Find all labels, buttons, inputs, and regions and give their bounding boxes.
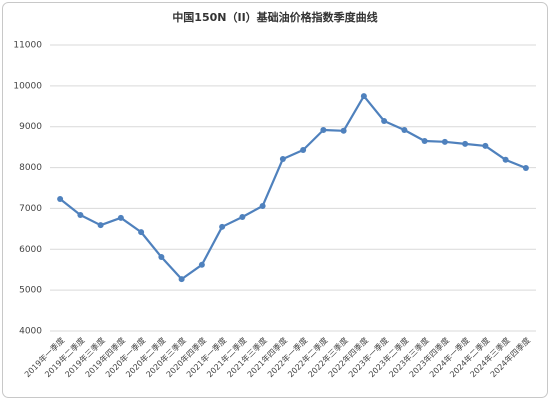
data-point: [522, 164, 529, 171]
data-point: [219, 223, 226, 230]
data-point: [482, 142, 489, 149]
data-point: [401, 126, 408, 133]
data-point: [441, 138, 448, 145]
data-point: [158, 254, 165, 261]
chart-title: 中国150N（II）基础油价格指数季度曲线: [172, 10, 377, 24]
data-point: [502, 156, 509, 163]
y-tick-label: 4000: [19, 327, 42, 337]
y-tick-label: 8000: [19, 163, 42, 173]
data-point: [259, 202, 266, 209]
y-tick-label: 6000: [19, 245, 42, 255]
data-point: [138, 229, 145, 236]
data-point: [57, 196, 64, 203]
y-tick-label: 5000: [19, 286, 42, 296]
data-point: [198, 261, 205, 268]
data-point: [300, 147, 307, 154]
data-point: [360, 93, 367, 100]
data-point: [279, 155, 286, 162]
data-point: [421, 138, 428, 145]
data-point: [340, 127, 347, 134]
data-point: [178, 276, 185, 283]
y-tick-label: 11000: [13, 41, 42, 51]
data-point: [117, 214, 124, 221]
data-point: [320, 126, 327, 133]
data-point: [77, 211, 84, 218]
chart-frame: [2, 2, 548, 398]
data-point: [462, 140, 469, 147]
data-line: [59, 94, 527, 281]
y-tick-label: 10000: [13, 81, 42, 91]
data-point: [97, 222, 104, 229]
y-tick-label: 7000: [19, 204, 42, 214]
data-point: [239, 214, 246, 221]
data-point: [381, 117, 388, 124]
y-tick-label: 9000: [19, 122, 42, 132]
